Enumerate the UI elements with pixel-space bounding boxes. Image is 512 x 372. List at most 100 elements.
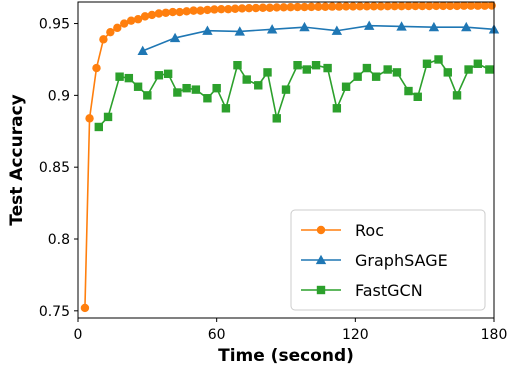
- data-point-fastgcn: [221, 104, 231, 113]
- legend-box: [290, 209, 486, 311]
- data-point-roc: [293, 2, 302, 12]
- data-point-roc: [147, 10, 157, 20]
- legend-marker-fastgcn: [316, 285, 326, 295]
- data-point-roc: [168, 7, 177, 17]
- data-point-roc: [203, 5, 212, 15]
- data-point-roc: [341, 2, 351, 11]
- data-point-fastgcn: [233, 61, 242, 70]
- x-tick-label: 180: [481, 327, 508, 343]
- data-point-roc: [286, 2, 295, 12]
- data-point-roc: [300, 2, 309, 12]
- data-point-roc: [307, 2, 316, 12]
- data-point-roc: [85, 114, 94, 123]
- data-point-fastgcn: [371, 72, 381, 81]
- data-point-roc: [425, 1, 434, 11]
- data-point-roc: [175, 7, 184, 17]
- data-point-roc: [321, 2, 330, 11]
- data-point-fastgcn: [133, 82, 143, 91]
- y-axis-label: Test Accuracy: [7, 94, 27, 225]
- data-point-fastgcn: [94, 122, 103, 132]
- data-point-fastgcn: [212, 83, 221, 93]
- data-point-roc: [411, 1, 420, 11]
- data-point-roc: [92, 63, 101, 73]
- data-point-roc: [376, 2, 385, 11]
- legend-label-roc: Roc: [355, 221, 384, 240]
- legend-label-graphsage: GraphSAGE: [355, 251, 448, 270]
- series-line-graphsage: [142, 24, 495, 52]
- data-point-roc: [161, 8, 171, 17]
- data-point-roc: [334, 2, 344, 11]
- data-point-roc: [432, 1, 441, 11]
- data-point-fastgcn: [143, 91, 152, 100]
- data-point-fastgcn: [242, 75, 251, 84]
- data-point-graphsage: [266, 24, 278, 34]
- data-point-fastgcn: [182, 83, 191, 93]
- data-point-fastgcn: [272, 114, 281, 123]
- data-point-roc: [438, 1, 448, 11]
- data-point-fastgcn: [281, 85, 291, 94]
- data-point-graphsage: [234, 26, 245, 36]
- data-point-graphsage: [202, 25, 213, 35]
- legend-marker-roc: [316, 225, 326, 235]
- data-point-roc: [258, 3, 268, 12]
- data-point-fastgcn: [473, 59, 483, 68]
- data-point-roc: [113, 23, 122, 33]
- data-point-fastgcn: [173, 88, 182, 97]
- data-point-fastgcn: [413, 92, 422, 101]
- data-point-fastgcn: [311, 61, 321, 70]
- data-point-roc: [217, 4, 226, 14]
- data-point-fastgcn: [392, 68, 402, 77]
- data-point-fastgcn: [485, 65, 494, 74]
- data-point-roc: [140, 12, 150, 21]
- data-point-graphsage: [364, 20, 375, 30]
- data-point-roc: [418, 1, 427, 11]
- data-point-fastgcn: [434, 55, 443, 64]
- data-point-roc: [369, 2, 379, 11]
- axes: 0 60 120 180 0.75 0.8 0.85 0.9 0.95: [39, 1, 508, 343]
- data-point-graphsage: [169, 32, 181, 43]
- data-point-roc: [196, 6, 205, 15]
- series-line-fastgcn: [98, 58, 490, 128]
- data-point-roc: [126, 16, 136, 25]
- data-point-roc: [383, 1, 392, 11]
- data-point-fastgcn: [353, 72, 362, 81]
- data-point-fastgcn: [341, 82, 351, 91]
- y-tick-label: 0.85: [39, 160, 70, 176]
- data-point-roc: [189, 6, 198, 15]
- data-point-fastgcn: [452, 91, 462, 100]
- data-point-roc: [133, 15, 143, 24]
- data-point-fastgcn: [422, 59, 432, 68]
- data-point-roc: [314, 2, 323, 11]
- x-axis-label: Time (second): [218, 346, 354, 366]
- data-point-roc: [452, 1, 462, 11]
- data-point-fastgcn: [332, 104, 342, 113]
- data-point-fastgcn: [163, 69, 173, 79]
- data-point-fastgcn: [302, 65, 311, 74]
- data-point-graphsage: [137, 45, 148, 55]
- data-point-fastgcn: [443, 68, 452, 77]
- data-point-graphsage: [331, 25, 343, 35]
- data-point-fastgcn: [263, 68, 272, 77]
- data-point-fastgcn: [383, 65, 392, 74]
- data-point-roc: [480, 1, 489, 10]
- data-point-roc: [106, 27, 115, 37]
- data-point-graphsage: [396, 21, 407, 31]
- x-tick-label: 0: [74, 327, 83, 343]
- legend-label-fastgcn: FastGCN: [355, 281, 423, 300]
- legend: Roc GraphSAGE FastGCN: [290, 209, 486, 311]
- data-point-roc: [445, 1, 455, 11]
- data-point-graphsage: [428, 21, 440, 32]
- legend-marker-graphsage: [315, 254, 327, 265]
- data-point-roc: [182, 7, 191, 16]
- data-point-roc: [390, 1, 399, 11]
- y-tick-label: 0.75: [39, 304, 70, 320]
- data-point-roc: [279, 3, 288, 12]
- data-point-roc: [99, 35, 108, 44]
- data-point-roc: [251, 3, 261, 13]
- data-point-roc: [348, 2, 358, 11]
- data-point-roc: [120, 19, 129, 28]
- data-point-roc: [466, 1, 476, 10]
- plot-frame: [77, 1, 495, 319]
- data-point-fastgcn: [362, 63, 372, 73]
